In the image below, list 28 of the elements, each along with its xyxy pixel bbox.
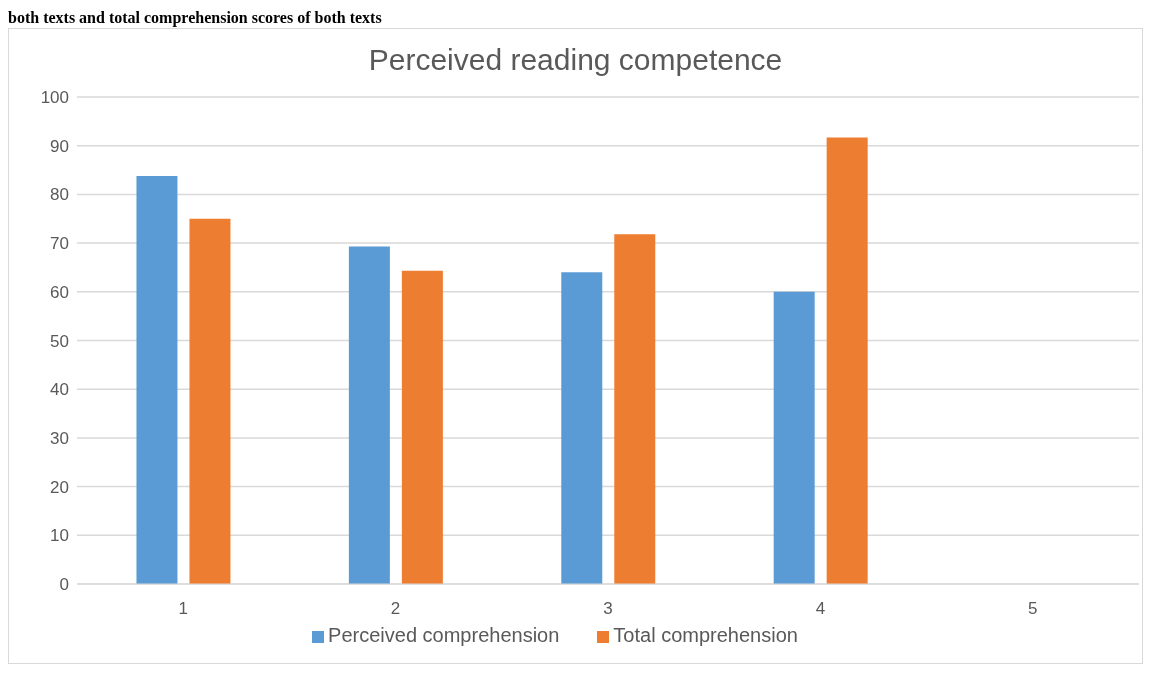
y-tick-label: 30 <box>50 428 69 448</box>
bar <box>348 246 390 584</box>
bar <box>773 291 815 584</box>
y-tick-label: 70 <box>50 234 69 254</box>
legend-label: Total comprehension <box>613 624 798 646</box>
y-tick-label: 90 <box>50 136 69 156</box>
y-tick-label: 0 <box>59 575 69 595</box>
y-tick-label: 80 <box>50 185 69 205</box>
chart-title: Perceived reading competence <box>367 43 784 78</box>
bar <box>136 175 178 584</box>
y-tick-label: 40 <box>50 380 69 400</box>
y-tick-label: 20 <box>50 477 69 497</box>
bar <box>189 218 231 584</box>
x-tick-label: 2 <box>390 599 401 619</box>
text: both texts and total comprehension scores of both texts <box>8 8 383 28</box>
x-tick-label: 1 <box>178 599 188 619</box>
y-tick-label: 100 <box>40 88 69 108</box>
bar <box>401 270 443 584</box>
y-tick-label: 50 <box>50 331 69 351</box>
y-tick-label: 60 <box>50 282 69 302</box>
x-tick-label: 4 <box>815 599 826 619</box>
x-tick-label: 3 <box>603 599 613 619</box>
x-tick-label: 5 <box>1028 599 1038 619</box>
bar <box>826 137 868 584</box>
bar <box>614 234 656 584</box>
legend-label: Perceived comprehension <box>328 624 560 646</box>
bar <box>561 272 603 584</box>
y-tick-label: 10 <box>50 526 69 546</box>
